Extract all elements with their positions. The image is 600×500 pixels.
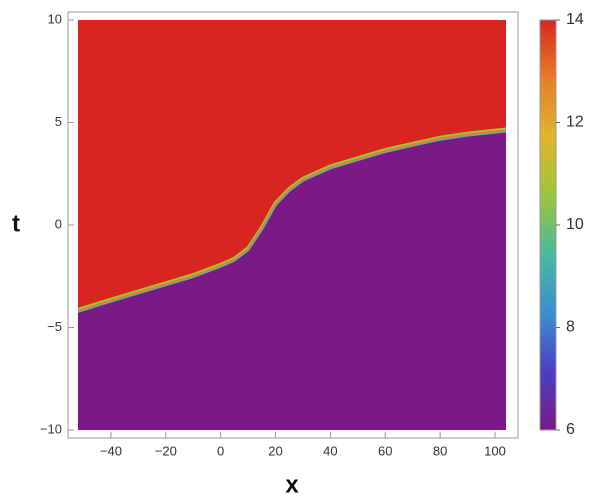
x-axis-label: x [285,471,299,498]
x-tick-label: 0 [217,443,224,458]
front-band [78,129,506,313]
colorbar-tick-label: 12 [566,114,584,131]
x-tick-label: 20 [268,443,282,458]
front-band [78,131,506,313]
x-tick-label: 80 [433,443,447,458]
colorbar [539,19,557,431]
colorbar-tick-label: 14 [566,11,584,28]
x-tick-label: 40 [323,443,337,458]
colorbar-tick-label: 8 [566,319,575,336]
colorbar-tick-label: 10 [566,216,584,233]
plot-area [78,20,506,430]
x-tick-label: 60 [378,443,392,458]
colorbar-tick-label: 6 [566,421,575,438]
x-tick-label: 100 [484,443,506,458]
x-tick-label: −20 [155,443,177,458]
x-tick-label: −40 [100,443,122,458]
y-tick-label: 5 [55,114,62,129]
y-tick-label: 0 [55,216,62,231]
y-tick-label: 10 [48,11,62,26]
y-axis-label: t [12,210,20,237]
region-below [78,130,506,430]
y-tick-label: −10 [40,421,62,436]
y-tick-label: −5 [47,319,62,334]
